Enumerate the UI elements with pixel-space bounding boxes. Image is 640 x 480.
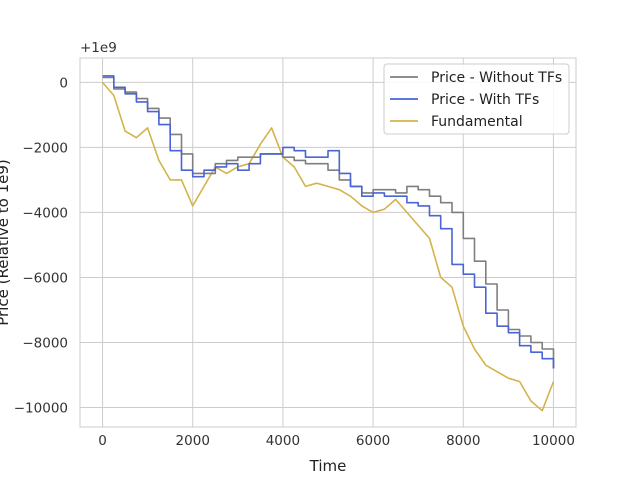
legend-label-2: Fundamental	[431, 114, 523, 130]
x-tick-label: 6000	[356, 433, 390, 449]
x-tick-label: 10000	[532, 433, 575, 449]
series-line-0	[102, 76, 555, 369]
series-line-1	[102, 75, 555, 369]
legend: Price - Without TFs Price - With TFs Funda…	[383, 63, 570, 135]
tick-layer: 0 2000 4000 6000 8000 10000 0 −2000 −4000 −6000 −8…	[14, 75, 575, 449]
series-line-2	[101, 81, 555, 412]
plot-frame	[79, 57, 577, 428]
x-tick-label: 2000	[176, 433, 210, 449]
y-axis-label: Price (Relative to 1e9)	[0, 159, 12, 325]
x-tick-label: 4000	[266, 433, 300, 449]
legend-label-0: Price - Without TFs	[431, 70, 562, 86]
y-tick-label: −8000	[22, 335, 68, 351]
y-offset-text: +1e9	[80, 40, 117, 56]
y-tick-label: −2000	[22, 140, 68, 156]
y-tick-label: −6000	[22, 270, 68, 286]
y-tick-label: −10000	[14, 400, 68, 416]
x-tick-label: 0	[98, 433, 107, 449]
legend-label-1: Price - With TFs	[431, 92, 539, 108]
series-layer	[101, 75, 555, 412]
x-axis-label: Time	[309, 457, 347, 475]
x-tick-label: 8000	[446, 433, 480, 449]
legend-box	[383, 63, 570, 135]
y-tick-label: 0	[59, 75, 68, 91]
y-tick-label: −4000	[22, 205, 68, 221]
